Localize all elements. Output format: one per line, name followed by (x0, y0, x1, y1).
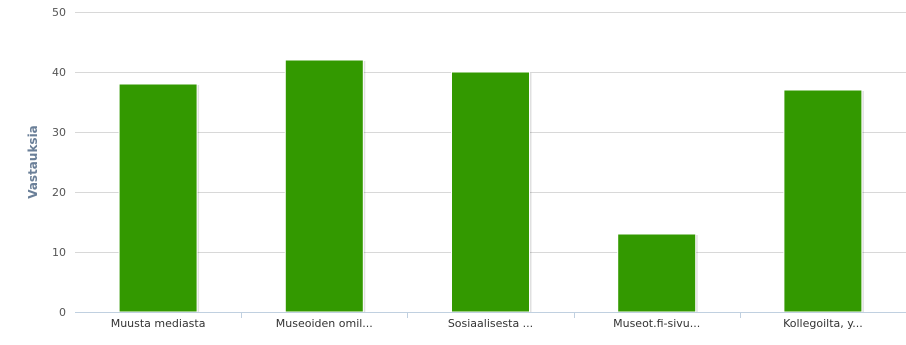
y-tick-label: 10 (52, 246, 66, 259)
bars (118, 59, 864, 313)
bar[interactable] (118, 83, 198, 313)
y-tick-label: 0 (59, 306, 66, 319)
x-tick-label: Sosiaalisesta ... (448, 317, 533, 330)
y-tick-label: 50 (52, 6, 66, 19)
x-axis-ticks: Muusta mediasta Museoiden omil... Sosiaali… (111, 317, 863, 330)
bar[interactable] (783, 89, 863, 313)
bar[interactable] (284, 59, 364, 313)
x-tick-label: Museot.fi-sivu... (613, 317, 700, 330)
x-tick-label: Kollegoilta, y... (783, 317, 863, 330)
y-axis-ticks: 0 10 20 30 40 50 (52, 6, 66, 319)
x-tick-label: Museoiden omil... (276, 317, 373, 330)
bar[interactable] (617, 233, 697, 313)
bar[interactable] (451, 71, 530, 313)
x-axis (75, 312, 906, 318)
x-tick-label: Muusta mediasta (111, 317, 206, 330)
y-tick-label: 20 (52, 186, 66, 199)
y-tick-label: 40 (52, 66, 66, 79)
y-axis-title: Vastauksia (26, 125, 40, 199)
y-tick-label: 30 (52, 126, 66, 139)
